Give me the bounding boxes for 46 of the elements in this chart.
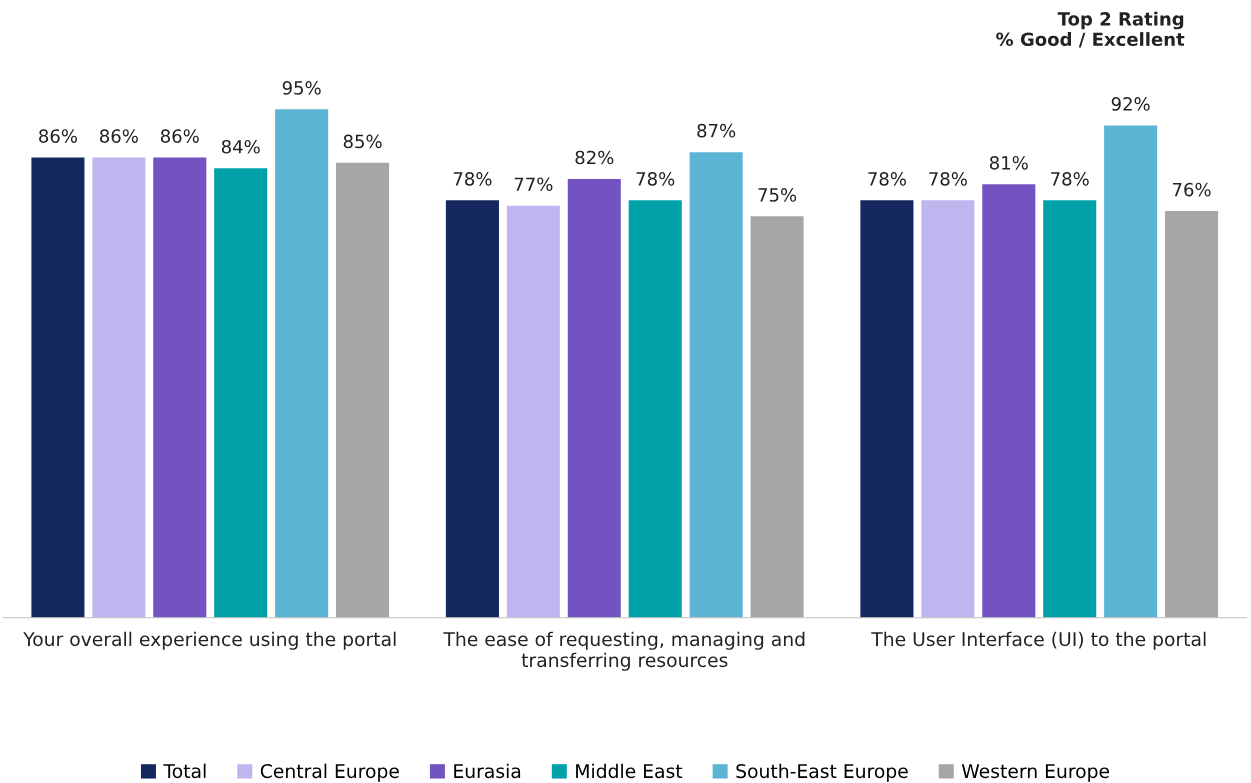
data-label: 86% — [160, 129, 199, 143]
data-label: 84% — [221, 139, 260, 154]
data-label: 78% — [453, 172, 492, 186]
data-label: 86% — [100, 129, 138, 143]
legend-label: Middle East — [576, 763, 683, 779]
bar — [275, 109, 329, 618]
data-label: 85% — [343, 134, 382, 149]
legend-label: Eurasia — [454, 763, 521, 779]
data-label: 81% — [989, 155, 1028, 170]
data-label: 75% — [758, 188, 797, 202]
bar — [750, 216, 804, 618]
data-label: 78% — [1051, 172, 1089, 186]
x-tick-label: The User Interface (UI) to the portal — [871, 631, 1206, 650]
bar — [1043, 200, 1097, 618]
bar — [567, 178, 621, 618]
data-label: 92% — [1111, 97, 1150, 111]
bar — [445, 200, 499, 618]
legend-label: Central Europe — [260, 763, 399, 782]
bar — [1104, 125, 1158, 618]
bar — [860, 200, 914, 618]
bar — [336, 162, 390, 618]
data-label: 78% — [929, 172, 967, 186]
bar — [92, 157, 146, 618]
data-label: 87% — [697, 123, 736, 138]
bar — [628, 200, 682, 618]
data-label: 95% — [282, 81, 321, 95]
data-label: 86% — [39, 129, 77, 143]
bar — [214, 168, 268, 618]
bar — [31, 157, 85, 618]
data-label: 82% — [575, 150, 614, 165]
legend-label: Western Europe — [961, 764, 1110, 782]
data-label: 78% — [868, 172, 906, 186]
data-label: 78% — [636, 172, 675, 186]
bar — [982, 184, 1036, 618]
chart-title: Top 2 Rating % Good / Excellent — [996, 11, 1185, 48]
bar — [506, 205, 560, 618]
legend-label: South-East Europe — [736, 763, 908, 782]
bar — [921, 200, 975, 618]
legend-label: Total — [163, 763, 206, 779]
x-tick-label: The ease of requesting, managing and transferring resources — [443, 631, 805, 671]
bar — [689, 152, 743, 618]
data-label: 77% — [514, 177, 553, 192]
bar — [153, 157, 207, 618]
data-label: 76% — [1172, 182, 1211, 197]
x-tick-label: Your overall experience using the portal — [23, 631, 396, 650]
bar — [1165, 211, 1219, 618]
